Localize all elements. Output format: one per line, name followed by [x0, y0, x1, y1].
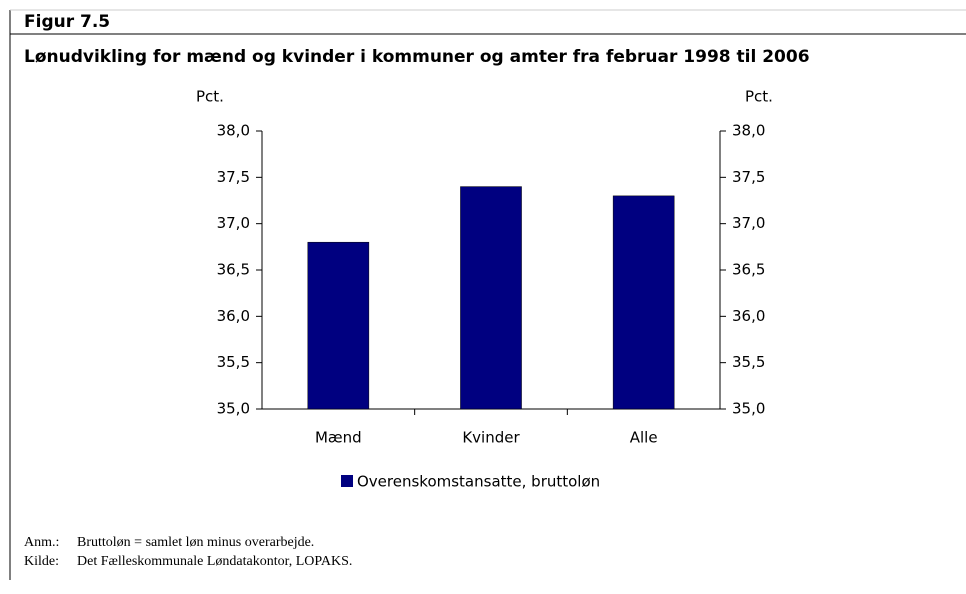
x-tick-label: Kvinder: [462, 429, 520, 447]
y-axis-label: Pct.: [196, 88, 224, 106]
note-label: Anm.:: [24, 535, 59, 550]
y-tick-label: 36,0: [217, 307, 250, 325]
bar: [307, 241, 370, 410]
legend-swatch: [341, 475, 353, 487]
y2-tick-label: 36,5: [732, 261, 765, 279]
y-tick-label: 35,0: [217, 400, 250, 418]
y-tick-label: 38,0: [217, 122, 250, 140]
x-tick-label: Mænd: [315, 429, 362, 447]
bar: [460, 186, 522, 410]
y-tick-label: 37,5: [217, 168, 250, 186]
figure-label: Figur 7.5: [24, 12, 110, 32]
note-label: Kilde:: [24, 554, 59, 569]
bar: [612, 195, 675, 410]
chart-title: Lønudvikling for mænd og kvinder i kommu…: [24, 47, 810, 67]
y2-tick-label: 38,0: [732, 122, 765, 140]
y2-tick-label: 35,5: [732, 353, 765, 371]
y-tick-label: 36,5: [217, 261, 250, 279]
y2-tick-label: 37,0: [732, 214, 765, 232]
legend-label: Overenskomstansatte, bruttoløn: [357, 473, 600, 491]
y2-tick-label: 36,0: [732, 307, 765, 325]
y2-axis-label: Pct.: [745, 88, 773, 106]
y2-tick-label: 35,0: [732, 400, 765, 418]
y-tick-label: 37,0: [217, 214, 250, 232]
x-tick-label: Alle: [630, 429, 658, 447]
note-text: Det Fælleskommunale Løndatakontor, LOPAK…: [77, 554, 352, 569]
y-tick-label: 35,5: [217, 353, 250, 371]
y2-tick-label: 37,5: [732, 168, 765, 186]
note-text: Bruttoløn = samlet løn minus overarbejde…: [77, 535, 314, 550]
